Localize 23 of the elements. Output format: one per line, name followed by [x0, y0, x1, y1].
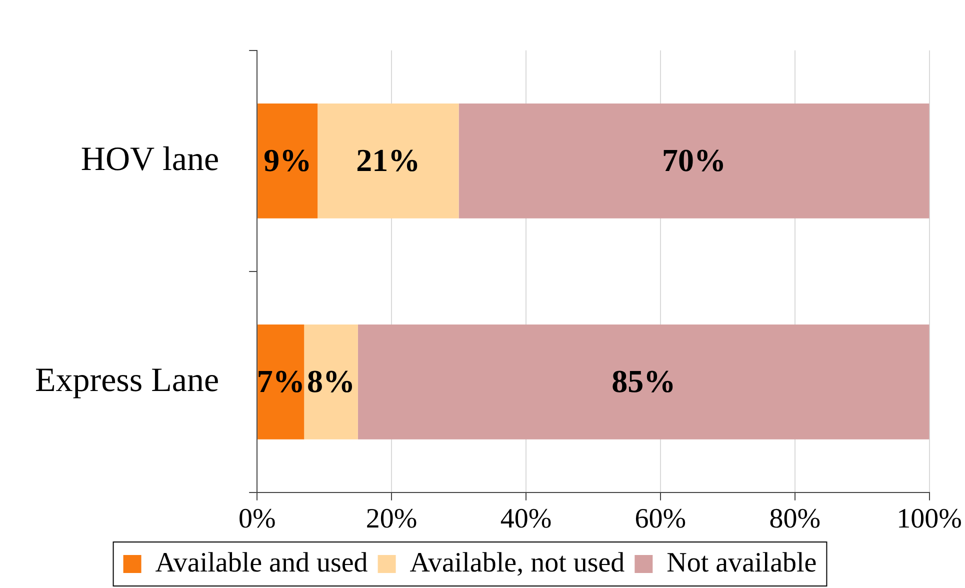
- bar: [318, 103, 459, 218]
- data-label: 8%: [307, 363, 356, 400]
- y-tick-label: HOV lane: [80, 140, 220, 178]
- x-tick-label: 100%: [896, 504, 962, 535]
- bar: [304, 324, 358, 440]
- x-tick-label: 60%: [634, 504, 686, 535]
- legend-label: Not available: [666, 547, 817, 578]
- x-tick-label: 80%: [769, 504, 821, 535]
- data-label: 85%: [612, 363, 676, 400]
- data-label: 70%: [662, 142, 726, 178]
- x-tick-label: 20%: [366, 504, 418, 535]
- bar: [258, 324, 304, 440]
- bar: [358, 324, 930, 440]
- legend-label: Available and used: [155, 547, 368, 578]
- data-label: 7%: [256, 363, 305, 400]
- x-tick-label: 40%: [500, 504, 552, 535]
- data-label: 9%: [264, 142, 312, 178]
- y-tick-label: Express Lane: [34, 362, 220, 399]
- legend-label: Available, not used: [410, 547, 625, 578]
- bar: [458, 103, 930, 218]
- data-label: 21%: [356, 142, 420, 178]
- x-tick-label: 0%: [238, 504, 276, 535]
- bar: [258, 103, 318, 218]
